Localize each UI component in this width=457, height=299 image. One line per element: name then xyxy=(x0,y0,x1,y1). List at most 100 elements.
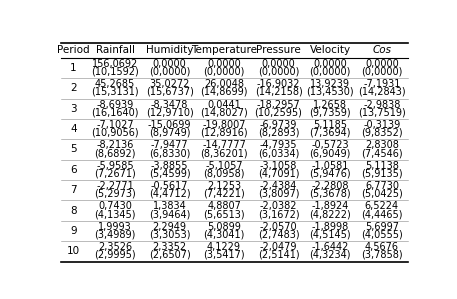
Text: (5,4599): (5,4599) xyxy=(149,168,191,179)
Text: (14,8027): (14,8027) xyxy=(200,107,248,118)
Text: 13,9239: 13,9239 xyxy=(310,79,350,89)
Text: (4,1345): (4,1345) xyxy=(95,209,136,219)
Text: 6,5224: 6,5224 xyxy=(365,202,399,211)
Text: 0,0000: 0,0000 xyxy=(207,59,241,69)
Text: (5,9135): (5,9135) xyxy=(361,168,403,179)
Text: (7,4546): (7,4546) xyxy=(361,148,403,158)
Text: Temperature: Temperature xyxy=(191,45,257,55)
Text: (14,2158): (14,2158) xyxy=(255,87,303,97)
Text: (10,1592): (10,1592) xyxy=(91,67,139,77)
Text: -1,0581: -1,0581 xyxy=(312,161,349,171)
Text: -2,0570: -2,0570 xyxy=(260,222,298,232)
Text: 1: 1 xyxy=(70,63,77,73)
Text: 8: 8 xyxy=(70,206,77,216)
Text: 2,1253: 2,1253 xyxy=(207,181,241,191)
Text: (2,6507): (2,6507) xyxy=(149,250,191,260)
Text: 0,0000: 0,0000 xyxy=(262,59,295,69)
Text: -4,7935: -4,7935 xyxy=(260,140,297,150)
Text: (5,2973): (5,2973) xyxy=(94,189,136,199)
Text: (0,0000): (0,0000) xyxy=(258,67,299,77)
Text: 5,1138: 5,1138 xyxy=(365,161,399,171)
Text: Humidity: Humidity xyxy=(146,45,193,55)
Text: (8,0958): (8,0958) xyxy=(203,168,245,179)
Text: 9: 9 xyxy=(70,226,77,236)
Text: Cos: Cos xyxy=(372,45,391,55)
Text: -15,0699: -15,0699 xyxy=(148,120,191,130)
Text: -2,9838: -2,9838 xyxy=(363,100,401,110)
Text: 5: 5 xyxy=(70,144,77,155)
Text: -1,8924: -1,8924 xyxy=(312,202,349,211)
Text: -7,1931: -7,1931 xyxy=(363,79,401,89)
Text: 2: 2 xyxy=(70,83,77,93)
Text: (4,4465): (4,4465) xyxy=(361,209,403,219)
Text: -2,2771: -2,2771 xyxy=(96,181,134,191)
Text: 4: 4 xyxy=(70,124,77,134)
Text: (4,7091): (4,7091) xyxy=(258,168,299,179)
Text: (15,6737): (15,6737) xyxy=(146,87,193,97)
Text: 1,9993: 1,9993 xyxy=(98,222,132,232)
Text: -6,9739: -6,9739 xyxy=(260,120,297,130)
Text: -2,4384: -2,4384 xyxy=(260,181,297,191)
Text: 6,7730: 6,7730 xyxy=(365,181,399,191)
Text: (4,8222): (4,8222) xyxy=(309,209,351,219)
Text: -1,8998: -1,8998 xyxy=(312,222,349,232)
Text: 0,0000: 0,0000 xyxy=(153,59,186,69)
Text: (4,3234): (4,3234) xyxy=(309,250,351,260)
Text: -3,1058: -3,1058 xyxy=(260,161,297,171)
Text: (8,9749): (8,9749) xyxy=(149,128,191,138)
Text: -18,2957: -18,2957 xyxy=(257,100,300,110)
Text: (3,7858): (3,7858) xyxy=(361,250,403,260)
Text: (3,9464): (3,9464) xyxy=(149,209,190,219)
Text: -0,3139: -0,3139 xyxy=(363,120,400,130)
Text: -8,6939: -8,6939 xyxy=(96,100,134,110)
Text: 2,8308: 2,8308 xyxy=(365,140,399,150)
Text: (5,0425): (5,0425) xyxy=(361,189,403,199)
Text: -19,8007: -19,8007 xyxy=(202,120,246,130)
Text: (9,7359): (9,7359) xyxy=(309,107,351,118)
Text: 3: 3 xyxy=(70,104,77,114)
Text: 35,0272: 35,0272 xyxy=(149,79,190,89)
Text: -7,9477: -7,9477 xyxy=(151,140,188,150)
Text: -0,5617: -0,5617 xyxy=(151,181,188,191)
Text: (14,8699): (14,8699) xyxy=(200,87,248,97)
Text: (0,0000): (0,0000) xyxy=(149,67,190,77)
Text: 0,0000: 0,0000 xyxy=(365,59,399,69)
Text: Pressure: Pressure xyxy=(256,45,301,55)
Text: 2,2949: 2,2949 xyxy=(153,222,186,232)
Text: 10: 10 xyxy=(67,246,80,256)
Text: (3,5417): (3,5417) xyxy=(203,250,245,260)
Text: (0,0000): (0,0000) xyxy=(309,67,351,77)
Text: (12,8916): (12,8916) xyxy=(200,128,248,138)
Text: -14,7777: -14,7777 xyxy=(202,140,246,150)
Text: 1,3834: 1,3834 xyxy=(153,202,186,211)
Text: (6,9049): (6,9049) xyxy=(309,148,351,158)
Text: (4,0555): (4,0555) xyxy=(361,230,403,239)
Text: (0,0000): (0,0000) xyxy=(361,67,403,77)
Text: -1,6442: -1,6442 xyxy=(312,242,349,252)
Text: (3,3053): (3,3053) xyxy=(149,230,191,239)
Text: 1,2658: 1,2658 xyxy=(313,100,347,110)
Text: (7,3694): (7,3694) xyxy=(309,128,351,138)
Text: -7,1027: -7,1027 xyxy=(96,120,134,130)
Text: 0,0441: 0,0441 xyxy=(207,100,241,110)
Text: (8,2893): (8,2893) xyxy=(258,128,299,138)
Text: (8,6892): (8,6892) xyxy=(95,148,136,158)
Text: (10,9056): (10,9056) xyxy=(91,128,139,138)
Text: -2,2808: -2,2808 xyxy=(312,181,349,191)
Text: (4,3041): (4,3041) xyxy=(203,230,245,239)
Text: 4,1229: 4,1229 xyxy=(207,242,241,252)
Text: -2,0382: -2,0382 xyxy=(260,202,297,211)
Text: 5,0899: 5,0899 xyxy=(207,222,241,232)
Text: (6,0334): (6,0334) xyxy=(258,148,299,158)
Text: 5,6997: 5,6997 xyxy=(365,222,399,232)
Text: (12,9710): (12,9710) xyxy=(146,107,193,118)
Text: (7,2671): (7,2671) xyxy=(94,168,136,179)
Text: (8,36201): (8,36201) xyxy=(200,148,248,158)
Text: (5,6513): (5,6513) xyxy=(203,209,245,219)
Text: -8,3478: -8,3478 xyxy=(151,100,188,110)
Text: -0,5723: -0,5723 xyxy=(311,140,349,150)
Text: (5,9476): (5,9476) xyxy=(309,168,351,179)
Text: 2,3526: 2,3526 xyxy=(98,242,132,252)
Text: 0,0000: 0,0000 xyxy=(314,59,347,69)
Text: (13,4530): (13,4530) xyxy=(306,87,354,97)
